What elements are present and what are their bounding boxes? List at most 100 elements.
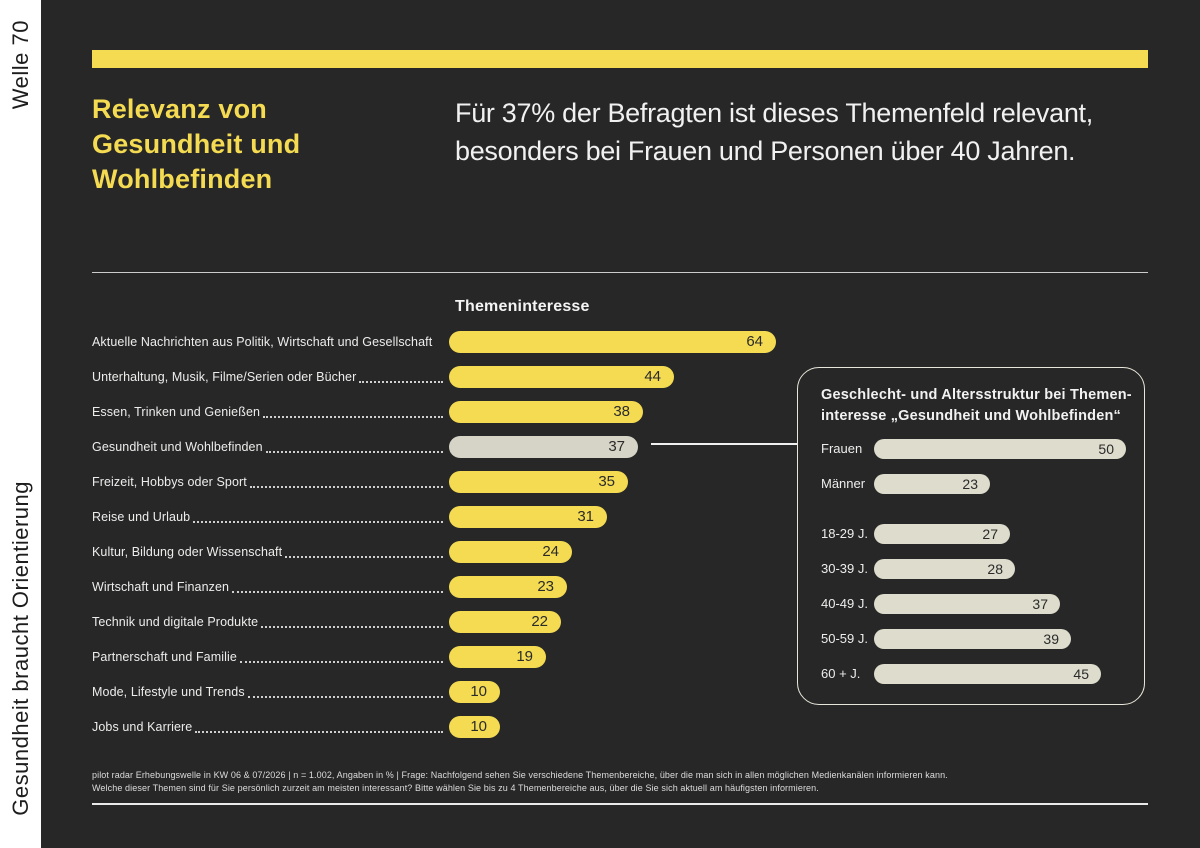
group-bar: 27	[874, 524, 1010, 544]
chart-row: Jobs und Karriere 10	[92, 716, 1148, 738]
group-label: 30-39 J.	[821, 561, 868, 576]
topic-bar: 64	[449, 331, 776, 353]
panel-row: 50-59 J. 39	[798, 629, 1144, 649]
topic-label-wrap: Aktuelle Nachrichten aus Politik, Wirtsc…	[92, 331, 445, 353]
key-finding-line: besonders bei Frauen und Personen über 4…	[455, 136, 1076, 166]
panel-row: Männer 23	[798, 474, 1144, 494]
dot-leader	[193, 521, 443, 523]
topic-label: Gesundheit und Wohlbefinden	[92, 440, 263, 454]
dot-leader	[247, 696, 443, 698]
topic-label-wrap: Jobs und Karriere	[92, 716, 445, 738]
group-label: Männer	[821, 476, 866, 491]
group-label: 18-29 J.	[821, 526, 868, 541]
page-title: Relevanz von Gesundheit und Wohlbefinden	[92, 92, 452, 197]
topic-label: Aktuelle Nachrichten aus Politik, Wirtsc…	[92, 335, 433, 349]
divider-bottom	[92, 803, 1148, 805]
topic-bar: 35	[449, 471, 628, 493]
topic-label-wrap: Essen, Trinken und Genießen	[92, 401, 445, 423]
topic-label-wrap: Freizeit, Hobbys oder Sport	[92, 471, 445, 493]
chart-title: Themeninteresse	[455, 298, 590, 315]
chart-row: Reise und Urlaub 31	[92, 506, 1148, 528]
topic-label-wrap: Unterhaltung, Musik, Filme/Serien oder B…	[92, 366, 445, 388]
divider-top	[92, 272, 1148, 273]
dot-leader	[285, 556, 443, 558]
topic-label: Technik und digitale Produkte	[92, 615, 259, 629]
panel-row: 30-39 J. 28	[798, 559, 1144, 579]
topic-label-wrap: Reise und Urlaub	[92, 506, 445, 528]
topic-label-wrap: Gesundheit und Wohlbefinden	[92, 436, 445, 458]
topic-label-wrap: Kultur, Bildung oder Wissenschaft	[92, 541, 445, 563]
dot-leader	[239, 661, 443, 663]
topic-bar: 44	[449, 366, 674, 388]
chart-row: Gesundheit und Wohlbefinden 37	[92, 436, 1148, 458]
topic-bar: 10	[449, 716, 500, 738]
chart-row: Aktuelle Nachrichten aus Politik, Wirtsc…	[92, 331, 1148, 353]
topic-bar: 10	[449, 681, 500, 703]
left-sidebar: Welle 70 Gesundheit braucht Orientierung	[0, 0, 41, 848]
topic-label-wrap: Technik und digitale Produkte	[92, 611, 445, 633]
topic-bar: 31	[449, 506, 607, 528]
dot-leader	[195, 731, 443, 733]
group-bar: 37	[874, 594, 1060, 614]
group-bar: 28	[874, 559, 1015, 579]
dot-leader	[265, 451, 443, 453]
dot-leader	[263, 416, 443, 418]
panel-title-line: Geschlecht- und Altersstruktur bei Theme…	[821, 387, 1132, 403]
chart-row: Unterhaltung, Musik, Filme/Serien oder B…	[92, 366, 1148, 388]
group-label: Frauen	[821, 441, 863, 456]
topic-bar: 37	[449, 436, 638, 458]
wave-label: Welle 70	[8, 20, 33, 110]
chart-row: Technik und digitale Produkte 22	[92, 611, 1148, 633]
topic-label: Partnerschaft und Familie	[92, 650, 237, 664]
page-title-line: Relevanz von	[92, 94, 267, 124]
chart-row: Mode, Lifestyle und Trends 10	[92, 681, 1148, 703]
panel-row: Frauen 50	[798, 439, 1144, 459]
source-footnote: pilot radar Erhebungswelle in KW 06 & 07…	[92, 769, 1092, 794]
topic-label: Mode, Lifestyle und Trends	[92, 685, 245, 699]
page-title-line: Wohlbefinden	[92, 164, 273, 194]
topic-bar: 23	[449, 576, 567, 598]
dot-leader	[232, 591, 443, 593]
topic-label-wrap: Mode, Lifestyle und Trends	[92, 681, 445, 703]
topic-label-wrap: Partnerschaft und Familie	[92, 646, 445, 668]
footnote-line: Welche dieser Themen sind für Sie persön…	[92, 782, 819, 793]
page-title-line: Gesundheit und	[92, 129, 301, 159]
chart-row: Partnerschaft und Familie 19	[92, 646, 1148, 668]
topic-bar: 24	[449, 541, 572, 563]
panel-row: 18-29 J. 27	[798, 524, 1144, 544]
key-finding-line: Für 37% der Befragten ist dieses Themenf…	[455, 98, 1093, 128]
chart-row: Freizeit, Hobbys oder Sport 35	[92, 471, 1148, 493]
topic-label: Unterhaltung, Musik, Filme/Serien oder B…	[92, 370, 357, 384]
topic-bar: 38	[449, 401, 643, 423]
highlight-connector-line	[651, 443, 797, 445]
group-label: 40-49 J.	[821, 596, 868, 611]
dot-leader	[359, 381, 443, 383]
topic-label: Jobs und Karriere	[92, 720, 193, 734]
panel-title: Geschlecht- und Altersstruktur bei Theme…	[821, 385, 1132, 427]
topic-bar: 19	[449, 646, 546, 668]
chart-row: Essen, Trinken und Genießen 38	[92, 401, 1148, 423]
topic-label: Wirtschaft und Finanzen	[92, 580, 230, 594]
footnote-line: pilot radar Erhebungswelle in KW 06 & 07…	[92, 770, 948, 780]
topic-label: Reise und Urlaub	[92, 510, 191, 524]
group-bar: 50	[874, 439, 1126, 459]
panel-row: 40-49 J. 37	[798, 594, 1144, 614]
accent-top-bar	[92, 50, 1148, 68]
panel-row: 60 + J. 45	[798, 664, 1144, 684]
dot-leader	[261, 626, 443, 628]
group-label: 50-59 J.	[821, 631, 868, 646]
group-bar: 39	[874, 629, 1071, 649]
topic-label: Freizeit, Hobbys oder Sport	[92, 475, 247, 489]
group-label: 60 + J.	[821, 666, 861, 681]
chart-row: Wirtschaft und Finanzen 23	[92, 576, 1148, 598]
panel-title-line: interesse „Gesundheit und Wohlbefinden“	[821, 408, 1121, 424]
topic-label: Kultur, Bildung oder Wissenschaft	[92, 545, 283, 559]
topic-label: Essen, Trinken und Genießen	[92, 405, 261, 419]
dot-leader	[249, 486, 443, 488]
group-bar: 23	[874, 474, 990, 494]
group-bar: 45	[874, 664, 1101, 684]
topic-bar: 22	[449, 611, 561, 633]
chart-row: Kultur, Bildung oder Wissenschaft 24	[92, 541, 1148, 563]
topic-label-wrap: Wirtschaft und Finanzen	[92, 576, 445, 598]
